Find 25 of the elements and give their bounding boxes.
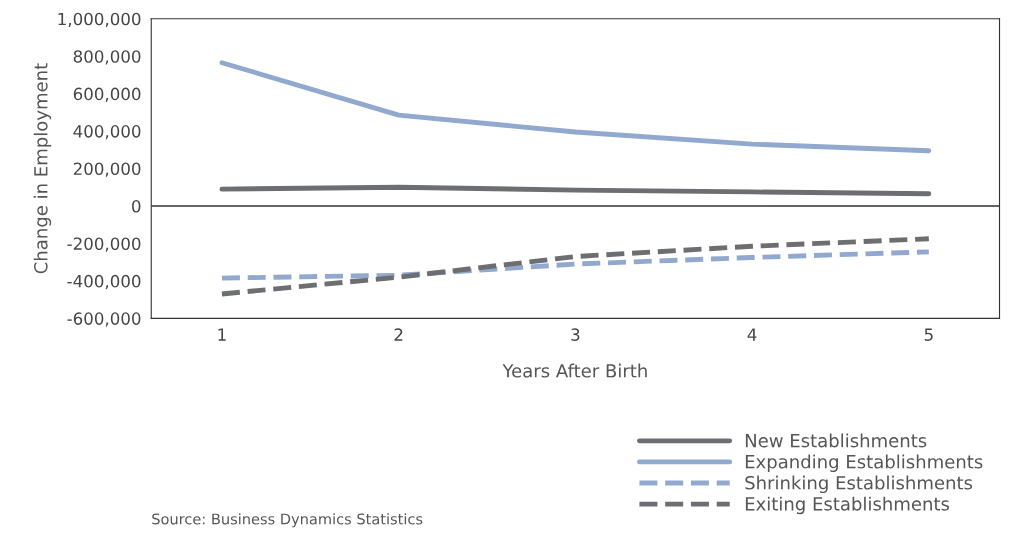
x-tick-label: 3 — [571, 328, 580, 341]
y-axis-title: Change in Employment — [33, 63, 52, 274]
y-tick-label: -400,000 — [67, 274, 141, 290]
legend-label: Exiting Establishments — [745, 496, 950, 515]
x-tick-label: 5 — [924, 328, 933, 341]
x-tick-label: 2 — [394, 328, 403, 341]
y-tick-label: 400,000 — [73, 125, 141, 140]
y-tick-label: -600,000 — [67, 312, 141, 327]
y-tick-label: -200,000 — [67, 237, 141, 252]
line-series — [219, 184, 932, 197]
y-tick-label: 200,000 — [73, 162, 141, 177]
y-tick-label: 800,000 — [73, 50, 141, 65]
line-series — [219, 60, 932, 154]
line-series — [219, 249, 932, 281]
legend-label: Shrinking Establishments — [745, 475, 973, 494]
x-axis-title: Years After Birth — [502, 363, 647, 378]
y-tick-label: 0 — [132, 199, 141, 213]
legend-label: New Establishments — [745, 433, 927, 448]
source-note: Source: Business Dynamics Statistics — [152, 513, 423, 528]
y-tick-label: 600,000 — [73, 87, 141, 102]
line-series — [219, 236, 932, 297]
x-tick-label: 1 — [218, 328, 226, 341]
legend-label: Expanding Establishments — [745, 454, 983, 472]
y-tick-label: 1,000,000 — [58, 12, 141, 27]
x-tick-label: 4 — [747, 328, 757, 341]
